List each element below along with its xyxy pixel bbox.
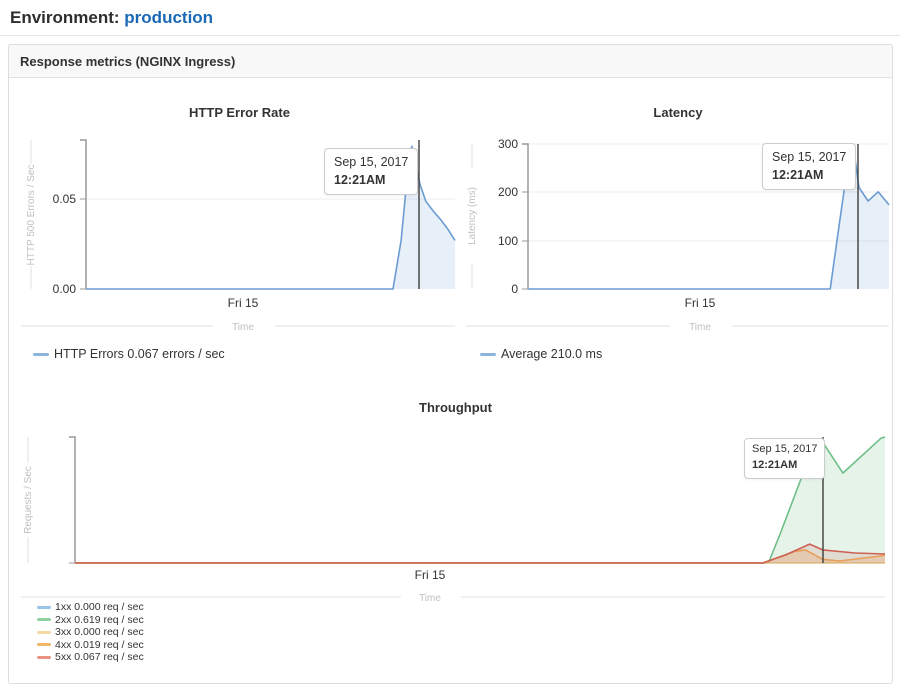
page-title: Environment: production: [0, 0, 900, 28]
legend-label: 1xx 0.000 req / sec: [55, 601, 144, 613]
tooltip: Sep 15, 2017 12:21AM: [744, 438, 826, 479]
chart-title: HTTP Error Rate: [189, 105, 290, 120]
latency-chart: Latency Latency (ms) 300 200 100 0 Fri 1…: [462, 95, 894, 380]
y-tick-label: 0.05: [53, 192, 77, 206]
tooltip-date: Sep 15, 2017: [752, 443, 818, 455]
series-layer: [86, 145, 456, 290]
legend-swatch: [37, 655, 51, 659]
x-tick-label: Fri 15: [228, 296, 259, 310]
panel-header: Response metrics (NGINX Ingress): [9, 45, 892, 78]
legend-label: 4xx 0.019 req / sec: [55, 638, 144, 651]
tooltip: Sep 15, 2017 12:21AM: [324, 148, 419, 196]
x-axis-label: Time: [419, 593, 441, 604]
legend-item: 3xx 0.000 req / sec: [37, 627, 144, 638]
legend-swatch: [37, 618, 51, 622]
legend: HTTP Errors 0.067 errors / sec: [33, 347, 225, 363]
legend-item: 4xx 0.019 req / sec: [37, 638, 144, 651]
throughput-chart: Throughput Requests / Sec Fri 15 Time Se…: [17, 398, 894, 664]
series-layer: [75, 436, 886, 564]
panel-title: Response metrics (NGINX Ingress): [20, 53, 236, 69]
header-divider: [0, 35, 900, 36]
metrics-panel: Response metrics (NGINX Ingress): [8, 44, 893, 684]
legend-item: HTTP Errors 0.067 errors / sec: [33, 347, 225, 361]
y-axis-label: HTTP 500 Errors / Sec: [26, 165, 37, 266]
tooltip-date: Sep 15, 2017: [334, 155, 409, 169]
tooltip-time: 12:21AM: [752, 458, 798, 471]
legend-label: 2xx 0.619 req / sec: [55, 613, 144, 626]
legend: 1xx 0.000 req / sec 2xx 0.619 req / sec …: [37, 602, 144, 665]
legend-swatch: [37, 605, 51, 609]
legend-swatch: [37, 643, 51, 647]
environment-label: Environment:: [10, 8, 120, 27]
y-axis-label: Requests / Sec: [23, 466, 34, 534]
legend-item: 2xx 0.619 req / sec: [37, 613, 144, 626]
y-tick-label: 0: [511, 282, 518, 296]
legend-label: Average 210.0 ms: [501, 347, 603, 361]
environment-link[interactable]: production: [124, 8, 214, 27]
tooltip-date: Sep 15, 2017: [772, 150, 847, 164]
http-error-rate-plot[interactable]: HTTP 500 Errors / Sec 0.05 0.00 Fri 15 T…: [17, 120, 462, 335]
x-axis-label: Time: [232, 322, 254, 333]
y-axis: [522, 143, 529, 289]
legend-swatch: [37, 630, 51, 634]
y-tick-label: 300: [498, 137, 518, 151]
legend-label: 5xx 0.067 req / sec: [55, 651, 144, 663]
legend-item: 1xx 0.000 req / sec: [37, 602, 144, 613]
legend-label: 3xx 0.000 req / sec: [55, 626, 144, 638]
y-tick-label: 100: [498, 234, 518, 248]
legend-item: 5xx 0.067 req / sec: [37, 652, 144, 663]
x-tick-label: Fri 15: [685, 296, 716, 310]
throughput-plot[interactable]: Requests / Sec Fri 15 Time: [17, 423, 894, 608]
chart-title: Throughput: [419, 400, 492, 415]
legend-swatch: [33, 352, 49, 356]
legend-swatch: [480, 352, 496, 356]
chart-title: Latency: [653, 105, 703, 120]
x-tick-label: Fri 15: [415, 568, 446, 582]
http-error-rate-chart: HTTP Error Rate HTTP 500 Errors / Sec 0.…: [17, 95, 462, 380]
legend: Average 210.0 ms: [480, 347, 602, 363]
x-axis-label: Time: [689, 322, 711, 333]
legend-label: HTTP Errors 0.067 errors / sec: [54, 347, 225, 361]
tooltip-time: 12:21AM: [772, 168, 824, 183]
y-axis: [69, 436, 76, 563]
tooltip: Sep 15, 2017 12:21AM: [762, 143, 857, 191]
y-axis: [80, 139, 87, 289]
y-tick-label: 200: [498, 185, 518, 199]
y-tick-label: 0.00: [53, 282, 77, 296]
legend-item: Average 210.0 ms: [480, 347, 602, 361]
y-axis-label: Latency (ms): [467, 187, 478, 245]
tooltip-time: 12:21AM: [334, 173, 386, 188]
